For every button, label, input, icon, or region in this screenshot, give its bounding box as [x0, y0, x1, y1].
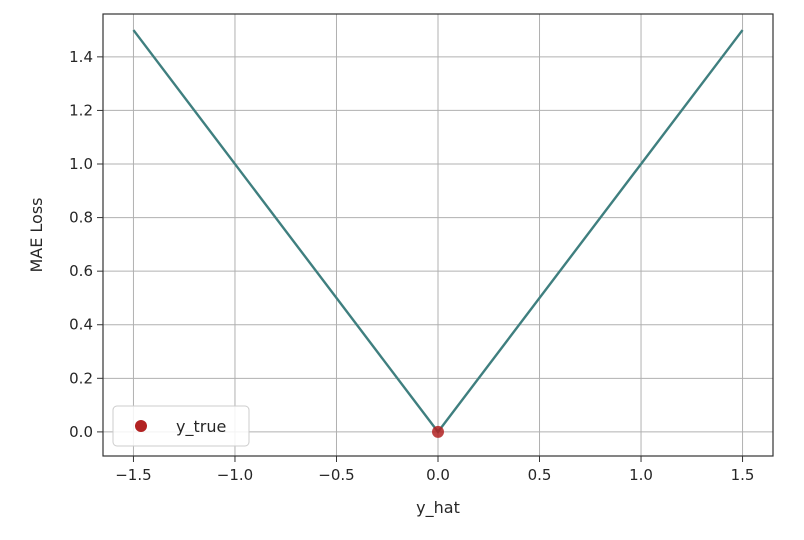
- y-tick-label: 1.0: [69, 155, 93, 173]
- y-tick-label: 0.8: [69, 209, 93, 227]
- x-tick-label: 1.5: [731, 466, 755, 484]
- y-axis-label: MAE Loss: [27, 197, 46, 272]
- y-tick-label: 1.4: [69, 48, 93, 66]
- x-axis-label: y_hat: [416, 498, 460, 518]
- x-tick-label: 0.5: [528, 466, 552, 484]
- y-tick-label: 1.2: [69, 101, 93, 119]
- scatter-point-y-true: [432, 425, 444, 438]
- x-tick-label: 1.0: [629, 466, 653, 484]
- grid: [103, 14, 773, 456]
- x-tick-label: −1.5: [115, 466, 151, 484]
- x-tick-label: −0.5: [318, 466, 354, 484]
- y-tick-label: 0.6: [69, 262, 93, 280]
- series-layer: [132, 29, 744, 438]
- x-tick-label: −1.0: [217, 466, 253, 484]
- legend-entry-y-true: y_true: [176, 417, 226, 437]
- y-tick-label: 0.4: [69, 316, 93, 334]
- legend-box: [112, 405, 250, 447]
- x-tick-label: 0.0: [426, 466, 450, 484]
- y-tick-label: 0.2: [69, 369, 93, 387]
- legend-marker-y-true: [135, 420, 147, 432]
- ticks: −1.5 −1.0 −0.5 0.0 0.5 1.0 1.5 0.0 0.2 0.4 0.6 0.8 1…: [69, 48, 754, 484]
- y-tick-label: 0.0: [69, 423, 93, 441]
- legend: y_true: [112, 405, 250, 447]
